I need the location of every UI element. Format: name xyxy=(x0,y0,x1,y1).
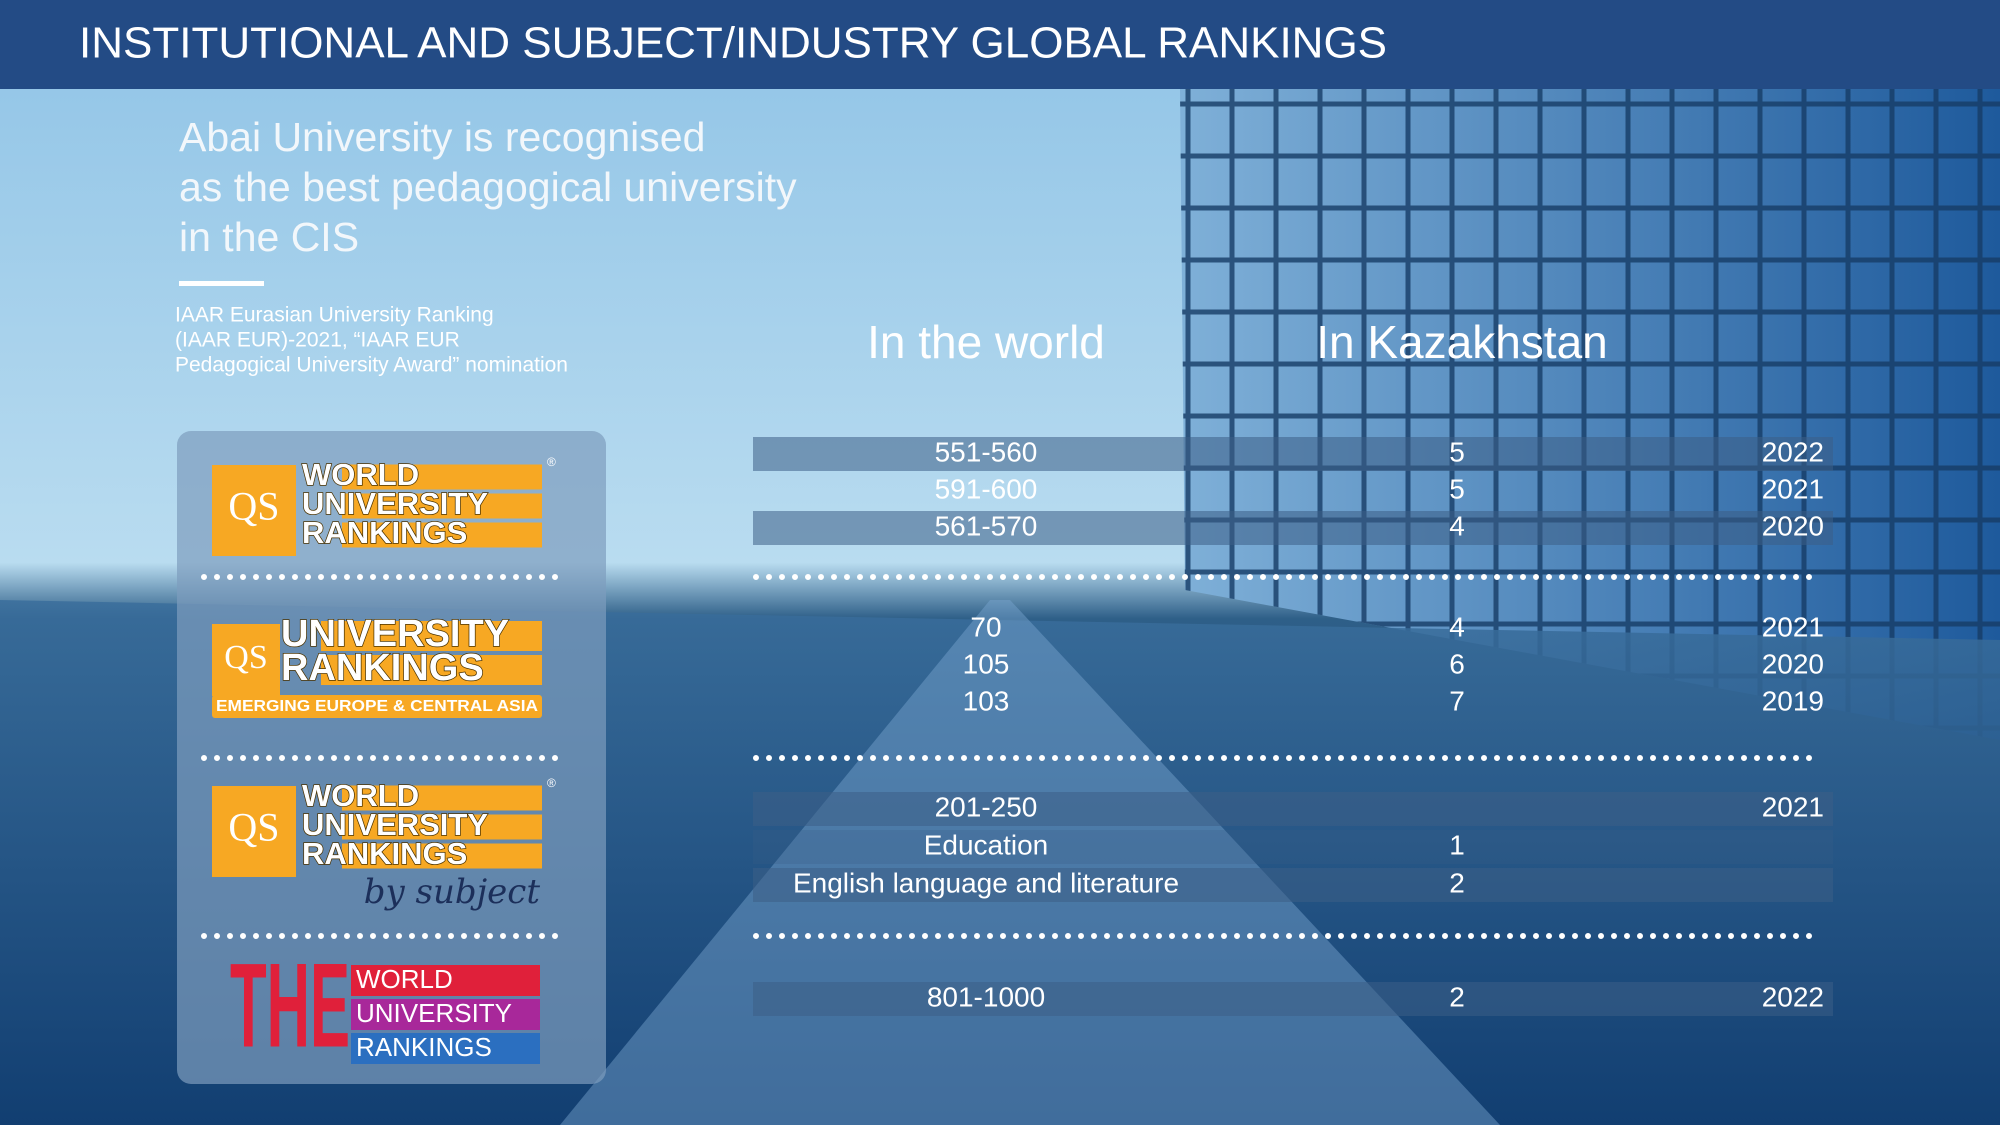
qs-mark: QS xyxy=(224,639,267,676)
kazakhstan-rank: 2 xyxy=(1449,867,1465,898)
qs-box xyxy=(212,786,296,877)
header-bar xyxy=(0,0,2000,89)
divider xyxy=(179,281,264,286)
column-header: In the world xyxy=(867,316,1105,368)
logo-line: UNIVERSITY xyxy=(356,998,512,1028)
row-band xyxy=(753,830,1833,864)
row-band xyxy=(753,437,1833,471)
qs-mark: QS xyxy=(228,805,279,850)
logo-line: UNIVERSITY xyxy=(302,486,488,521)
year: 2022 xyxy=(1762,981,1824,1012)
column-header: In Kazakhstan xyxy=(1316,316,1608,368)
world-rank: English language and literature xyxy=(793,867,1179,898)
logo-bar xyxy=(321,621,542,651)
logo-panel xyxy=(177,431,606,1084)
kazakhstan-rank: 5 xyxy=(1449,436,1465,467)
year: 2019 xyxy=(1762,685,1824,716)
qs-mark: QS xyxy=(228,484,279,529)
world-rank: 201-250 xyxy=(935,791,1038,822)
header-title: INSTITUTIONAL AND SUBJECT/INDUSTRY GLOBA… xyxy=(79,19,1387,68)
intro-heading: as the best pedagogical university xyxy=(179,164,797,210)
registered-symbol: ® xyxy=(547,455,556,469)
world-rank: Education xyxy=(924,829,1049,860)
world-rank: 801-1000 xyxy=(927,981,1045,1012)
world-rank: 103 xyxy=(963,685,1010,716)
kazakhstan-rank: 2 xyxy=(1449,981,1465,1012)
year: 2021 xyxy=(1762,791,1824,822)
world-rank: 591-600 xyxy=(935,473,1038,504)
logo-line: RANKINGS xyxy=(356,1032,492,1062)
row-band xyxy=(753,982,1833,1016)
year: 2021 xyxy=(1762,473,1824,504)
logo-line: WORLD xyxy=(356,964,453,994)
the-mark: THE xyxy=(230,939,350,1073)
year: 2021 xyxy=(1762,611,1824,642)
logo-line: RANKINGS xyxy=(302,515,467,550)
kazakhstan-rank: 1 xyxy=(1449,829,1465,860)
row-band xyxy=(753,792,1833,826)
qs-box xyxy=(212,624,280,696)
qs-box xyxy=(212,465,296,556)
kazakhstan-rank: 4 xyxy=(1449,510,1465,541)
row-band xyxy=(753,511,1833,545)
logo-bar xyxy=(342,843,542,869)
year: 2020 xyxy=(1762,510,1824,541)
world-rank: 561-570 xyxy=(935,510,1038,541)
logo-bar xyxy=(321,655,542,685)
intro-note: Pedagogical University Award” nomination xyxy=(175,354,568,377)
world-rank: 551-560 xyxy=(935,436,1038,467)
kazakhstan-rank: 6 xyxy=(1449,648,1465,679)
world-rank: 70 xyxy=(970,611,1001,642)
kazakhstan-rank: 4 xyxy=(1449,611,1465,642)
registered-symbol: ® xyxy=(547,776,556,790)
logo-line: WORLD xyxy=(302,778,419,813)
logo-line: RANKINGS xyxy=(281,647,484,689)
intro-note: (IAAR EUR)-2021, “IAAR EUR xyxy=(175,329,460,352)
logo-line: RANKINGS xyxy=(302,836,467,871)
year: 2020 xyxy=(1762,648,1824,679)
logo-bar xyxy=(351,1033,540,1064)
tagline: EMERGING EUROPE & CENTRAL ASIA xyxy=(216,698,538,715)
logo-bar xyxy=(342,814,542,840)
logo-bar xyxy=(342,522,542,548)
year: 2022 xyxy=(1762,436,1824,467)
logo-line: UNIVERSITY xyxy=(281,613,509,655)
logo-line: WORLD xyxy=(302,457,419,492)
intro-heading: in the CIS xyxy=(179,214,359,260)
tagline: by subject xyxy=(364,872,541,912)
logo-line: UNIVERSITY xyxy=(302,807,488,842)
world-rank: 105 xyxy=(963,648,1010,679)
intro-note: IAAR Eurasian University Ranking xyxy=(175,304,494,327)
kazakhstan-rank: 5 xyxy=(1449,473,1465,504)
logo-bar xyxy=(351,999,540,1030)
logo-bar xyxy=(342,493,542,519)
logo-bar xyxy=(342,464,542,490)
logo-bar xyxy=(351,965,540,996)
logo-bar xyxy=(342,785,542,811)
kazakhstan-rank: 7 xyxy=(1449,685,1465,716)
row-band xyxy=(753,868,1833,902)
tagline-bar xyxy=(212,695,542,718)
intro-heading: Abai University is recognised xyxy=(179,114,705,160)
